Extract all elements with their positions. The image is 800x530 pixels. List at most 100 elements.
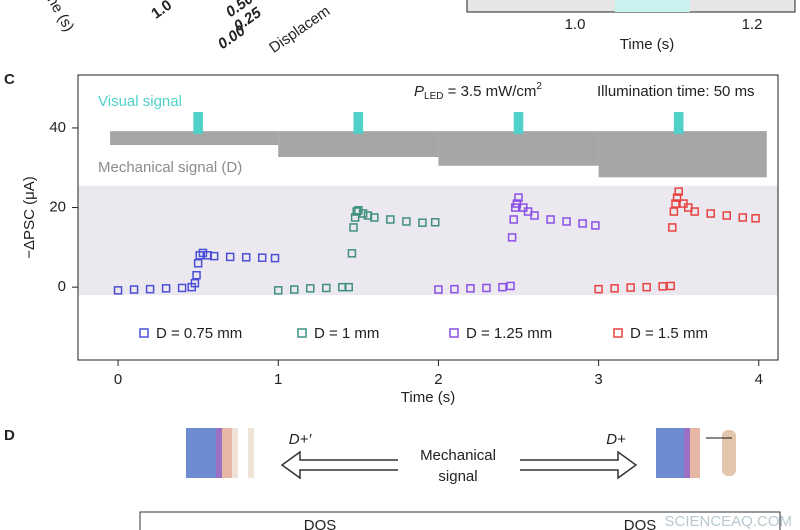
data-point [450, 284, 459, 294]
data-point [225, 252, 235, 262]
visual-pulse [353, 112, 364, 134]
data-point [669, 207, 679, 216]
data-point [358, 209, 368, 218]
data-point [306, 284, 315, 293]
right-label: D+ [606, 431, 626, 448]
mechanical-step [598, 131, 767, 178]
data-point [507, 233, 517, 242]
top-tick: 1.0 [565, 16, 586, 33]
data-point [289, 285, 299, 294]
arrow-left [280, 450, 398, 480]
y-axis-label: −ΔPSC (μA) [21, 176, 38, 258]
data-point [672, 193, 682, 202]
data-point [578, 219, 587, 228]
data-point [386, 215, 395, 224]
legend-marker [449, 328, 459, 338]
device-left [186, 428, 254, 478]
data-point [562, 217, 571, 226]
data-point [190, 278, 200, 288]
data-point [626, 283, 635, 292]
data-point [514, 193, 523, 202]
panel-label: C [4, 71, 15, 88]
data-point [466, 284, 475, 293]
data-point [193, 259, 203, 268]
mechanical-step [278, 131, 439, 157]
plot: Visual signal Mechanical signal (D) PLED =… [21, 74, 779, 406]
annotation-part: LED [424, 91, 443, 102]
dos-label: DOS [304, 517, 337, 530]
data-point [690, 207, 699, 216]
top-left-label: ne (s) [44, 0, 78, 35]
center-label: signal [438, 468, 477, 485]
y-tick-label: 20 [49, 199, 66, 216]
data-point [658, 282, 667, 291]
data-point [129, 285, 139, 294]
center-label: Mechanical [420, 447, 496, 464]
mechanical-step [438, 131, 599, 166]
data-point [591, 221, 600, 230]
y-tick-label: 40 [49, 119, 66, 136]
data-point [509, 215, 518, 224]
data-point [430, 218, 440, 227]
data-point [270, 253, 280, 263]
data-point [161, 284, 171, 293]
data-point [530, 211, 539, 220]
data-point [610, 284, 619, 293]
legend-label: D = 1.25 mm [466, 325, 552, 342]
data-point [402, 217, 411, 226]
power-annotation: PLED = 3.5 mW/cm2 [414, 81, 542, 102]
data-point [145, 284, 155, 294]
legend-marker [139, 328, 149, 338]
plot-frame [77, 74, 779, 361]
left-label: D+′ [289, 431, 313, 448]
x-tick-label: 2 [434, 371, 442, 388]
visual-pulse [513, 112, 524, 134]
data-point [241, 253, 251, 262]
device-right [656, 428, 736, 478]
watermark: SCIENCEAQ.COM [664, 513, 792, 530]
x-tick-label: 3 [594, 371, 602, 388]
data-point [370, 213, 379, 222]
data-point [347, 249, 357, 258]
highlight-band [78, 185, 778, 296]
illumination-annotation: Illumination time: 50 ms [597, 83, 755, 100]
data-point [498, 282, 507, 292]
mechanical-label: Mechanical signal (D) [98, 159, 242, 176]
x-tick-label: 1 [274, 371, 282, 388]
data-point [209, 251, 219, 261]
legend-marker [613, 328, 623, 338]
dos-frame [139, 511, 781, 530]
data-point [257, 253, 267, 262]
data-point [349, 223, 358, 232]
data-point [482, 283, 491, 293]
legend-marker [297, 328, 307, 338]
legend-label: D = 0.75 mm [156, 325, 242, 342]
data-point [594, 284, 603, 294]
mechanical-step [110, 131, 279, 146]
arrow-left [258, 459, 398, 471]
data-point [198, 248, 208, 258]
x-axis-label: Time (s) [401, 389, 455, 406]
data-point [668, 223, 677, 232]
visual-pulse [193, 112, 203, 134]
y-tick-label: 0 [58, 278, 66, 295]
data-point [506, 281, 515, 291]
legend-label: D = 1.5 mm [630, 325, 708, 342]
top-tick: 1.2 [742, 16, 763, 33]
visual-pulse [673, 112, 684, 134]
data-point [344, 282, 353, 292]
dos-label: DOS [624, 517, 657, 530]
data-point [751, 214, 760, 223]
data-point [434, 285, 443, 294]
visual-label: Visual signal [98, 93, 182, 110]
data-point [642, 282, 651, 292]
arrow-right [520, 450, 638, 480]
legend-label: D = 1 mm [314, 325, 379, 342]
data-point [113, 286, 123, 295]
annotation-part: = 3.5 mW/cm [443, 83, 536, 100]
x-tick-label: 0 [114, 371, 122, 388]
data-point [192, 270, 201, 280]
data-point [418, 218, 427, 227]
data-point [706, 209, 715, 218]
